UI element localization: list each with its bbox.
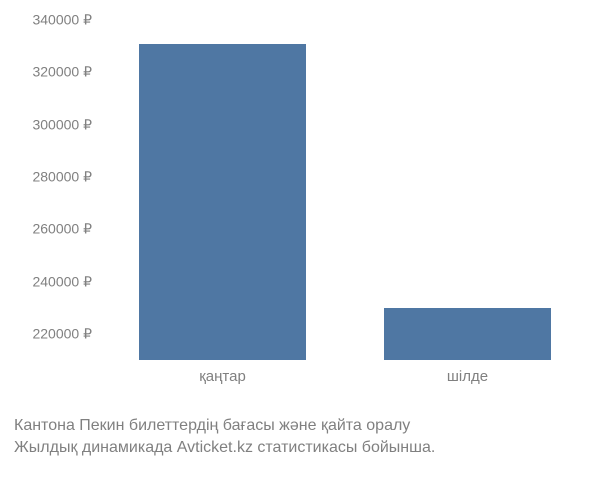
x-axis-labels: қаңтар шілде: [100, 368, 590, 390]
y-tick-label: 240000 ₽: [32, 273, 92, 290]
plot-area: [100, 20, 590, 360]
bar-шілде: [384, 308, 551, 360]
price-chart: 220000 ₽ 240000 ₽ 260000 ₽ 280000 ₽ 300000 ₽…: [0, 20, 600, 390]
y-axis: 220000 ₽ 240000 ₽ 260000 ₽ 280000 ₽ 300000 ₽…: [0, 20, 100, 360]
y-tick-label: 280000 ₽: [32, 168, 92, 185]
bar-қаңтар: [139, 44, 306, 360]
y-tick-label: 300000 ₽: [32, 116, 92, 133]
y-tick-label: 320000 ₽: [32, 64, 92, 81]
x-tick-label: қаңтар: [199, 368, 246, 385]
x-tick-label: шілде: [447, 368, 488, 385]
y-tick-label: 260000 ₽: [32, 221, 92, 238]
y-tick-label: 340000 ₽: [32, 12, 92, 29]
caption-line-1: Кантона Пекин билеттердің бағасы және қа…: [14, 415, 594, 437]
chart-caption: Кантона Пекин билеттердің бағасы және қа…: [14, 415, 594, 460]
caption-line-2: Жылдық динамикада Avticket.kz статистика…: [14, 437, 594, 459]
y-tick-label: 220000 ₽: [32, 325, 92, 342]
